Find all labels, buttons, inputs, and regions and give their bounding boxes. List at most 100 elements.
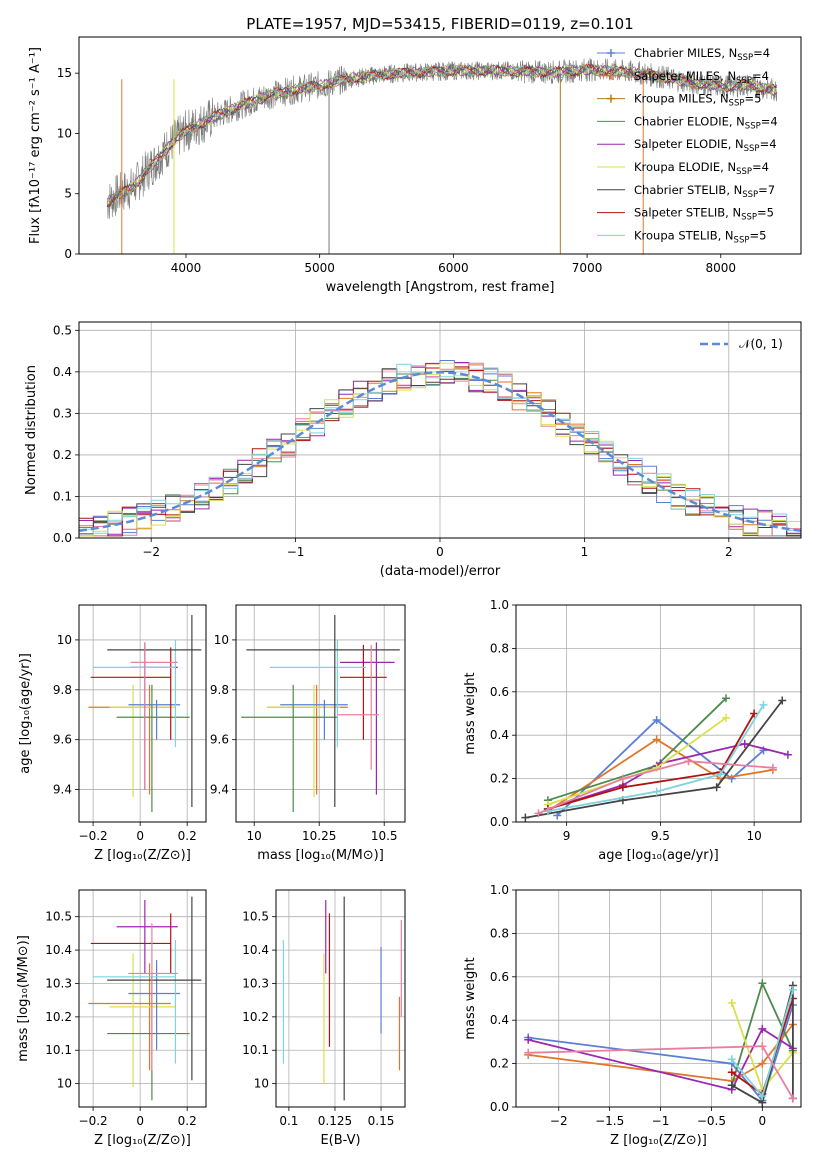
- y-tick-label: 10.2: [45, 1010, 72, 1024]
- y-tick-label: 9.6: [210, 733, 229, 747]
- x-axis-label: Z [log₁₀(Z/Z⊙)]: [94, 848, 191, 863]
- y-tick-label: 10.2: [242, 1010, 269, 1024]
- weight-marker: [768, 763, 777, 772]
- weight-marker: [758, 979, 767, 988]
- axes-frame: [78, 889, 207, 1108]
- weight-marker: [758, 1024, 767, 1033]
- y-tick-label: 10.3: [242, 976, 269, 990]
- legend-label: Chabrier MILES, NSSP=4: [634, 46, 770, 63]
- weight-marker: [722, 694, 730, 703]
- x-tick-label: 0.125: [318, 1114, 352, 1128]
- y-tick-label: 0: [64, 247, 72, 261]
- y-axis-label: mass weight: [463, 672, 478, 754]
- y-tick-label: 0.1: [53, 489, 72, 503]
- chart-massweight_vs_age: 9 9.5 10 0.0 0.2 0.4 0.6 0.8 1.0 age [log₁₀(age/y…: [463, 598, 802, 863]
- weight-line: [556, 718, 765, 817]
- x-tick-label: 0.1: [279, 1114, 298, 1128]
- weight-marker: [758, 1042, 767, 1051]
- x-tick-label: −0.2: [79, 1114, 108, 1128]
- y-tick-label: 10: [214, 633, 229, 647]
- weight-marker: [684, 757, 693, 766]
- model-line: [106, 64, 777, 204]
- weight-marker: [618, 774, 627, 783]
- model-line: [106, 63, 777, 203]
- y-tick-label: 0.0: [490, 1100, 509, 1114]
- x-tick-label: 0.15: [368, 1114, 395, 1128]
- y-tick-label: 0.4: [490, 728, 509, 742]
- x-tick-label: 10.5: [371, 829, 398, 843]
- chart-mass_vs_Z: −0.2 0 0.2 10 10.1 10.2 10.3 10.4 10.5 Z [log₁₀(Z…: [16, 889, 207, 1148]
- x-tick-label: −2: [142, 545, 160, 559]
- plot-area: [236, 605, 405, 822]
- weight-marker: [652, 787, 661, 796]
- plot-area: [79, 605, 206, 822]
- chart-age_vs_mass: 10 10.25 10.5 9.4 9.6 9.8 10 mass [log₁₀(M/M⊙)]: [210, 604, 406, 863]
- x-axis-label: age [log₁₀(age/yr)]: [598, 848, 719, 863]
- legend-label: Chabrier ELODIE, NSSP=4: [634, 114, 778, 131]
- axes-frame: [275, 889, 406, 1108]
- y-axis-label: mass [log₁₀(M/M⊙)]: [16, 935, 31, 1062]
- y-tick-label: 0.2: [490, 1057, 509, 1071]
- legend-label: Salpeter STELIB, NSSP=5: [634, 206, 774, 223]
- weight-marker: [788, 1094, 797, 1103]
- weight-marker: [652, 735, 661, 744]
- weight-line: [547, 704, 765, 812]
- y-tick-label: 10.4: [45, 943, 72, 957]
- legend-label: Kroupa MILES, NSSP=5: [634, 92, 761, 109]
- x-tick-label: −1: [287, 545, 305, 559]
- y-axis-label: Flux [fλ10⁻¹⁷ erg cm⁻² s⁻¹ A⁻¹]: [28, 47, 43, 244]
- legend-label: Kroupa ELODIE, NSSP=4: [634, 160, 769, 177]
- y-tick-label: 9.6: [53, 733, 72, 747]
- y-tick-label: 1.0: [490, 598, 509, 612]
- weight-marker: [783, 750, 792, 759]
- weight-marker: [727, 998, 736, 1007]
- plot-area: [79, 322, 801, 538]
- x-tick-label: 9: [563, 829, 571, 843]
- y-tick-label: 0.2: [490, 772, 509, 786]
- weight-marker: [727, 1068, 736, 1077]
- x-tick-label: 0: [436, 545, 444, 559]
- y-tick-label: 0.0: [53, 531, 72, 545]
- x-axis-label: (data-model)/error: [380, 564, 501, 579]
- y-tick-label: 0.8: [490, 641, 509, 655]
- weight-line: [525, 699, 784, 819]
- weight-marker: [759, 700, 768, 709]
- axes-frame: [235, 604, 406, 823]
- legend-label: Salpeter ELODIE, NSSP=4: [634, 137, 777, 154]
- y-tick-label: 0.4: [53, 365, 72, 379]
- chart-age_vs_Z: −0.2 0 0.2 9.4 9.6 9.8 10 Z [log₁₀(Z/Z⊙)] age [l…: [18, 604, 207, 863]
- model-line: [106, 63, 778, 201]
- axes-frame: [78, 321, 802, 539]
- plot-area: [106, 57, 778, 254]
- legend-label: 𝒩(0, 1): [739, 337, 783, 351]
- weight-marker: [727, 1081, 736, 1090]
- x-tick-label: −0.5: [697, 1114, 726, 1128]
- y-tick-label: 10: [254, 1077, 269, 1091]
- axes-frame: [78, 36, 802, 255]
- x-tick-label: 4000: [171, 261, 202, 275]
- y-tick-label: 0.4: [490, 1013, 509, 1027]
- y-tick-label: 10: [57, 1077, 72, 1091]
- legend-label: Salpeter MILES, NSSP=4: [634, 69, 769, 86]
- legend-marker: [607, 71, 615, 80]
- weight-marker: [778, 696, 787, 705]
- x-tick-label: 0: [136, 829, 144, 843]
- weight-marker: [788, 985, 797, 994]
- weight-line: [527, 1027, 794, 1091]
- x-tick-label: 0.2: [178, 829, 197, 843]
- x-tick-label: −1.5: [595, 1114, 624, 1128]
- model-line: [106, 63, 777, 208]
- y-tick-label: 10.5: [45, 910, 72, 924]
- y-tick-label: 10.5: [242, 910, 269, 924]
- x-axis-label: E(B-V): [320, 1133, 360, 1148]
- y-tick-label: 9.8: [53, 683, 72, 697]
- legend-label: Chabrier STELIB, NSSP=7: [634, 183, 775, 200]
- chart-massweight_vs_Z: −2 −1.5 −1 −0.5 0 0.0 0.2 0.4 0.6 0.8 1.0 Z [log₁₀(…: [463, 883, 802, 1148]
- axes-frame: [515, 604, 802, 823]
- x-tick-label: −1: [652, 1114, 670, 1128]
- x-tick-label: 10.25: [302, 829, 336, 843]
- chart-spectrum: 4000 5000 6000 7000 8000 0 5 10 15 wavelength [An…: [28, 36, 802, 295]
- legend-label: Kroupa STELIB, NSSP=5: [634, 228, 766, 245]
- weight-marker: [652, 716, 661, 725]
